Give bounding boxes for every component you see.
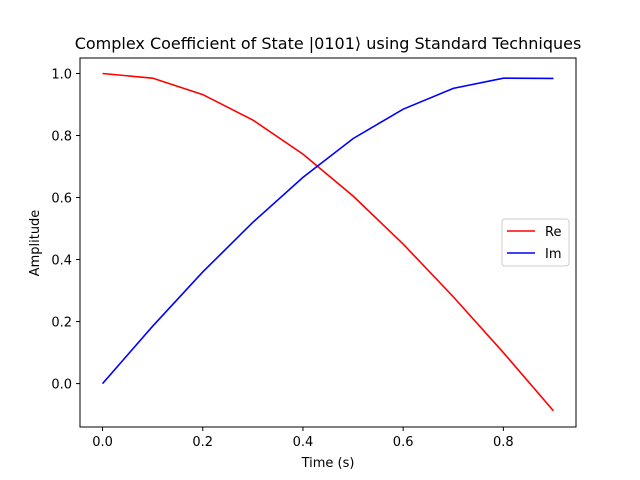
x-tick-label: 0.0 (92, 435, 113, 450)
y-tick-label: 1.0 (51, 68, 72, 83)
x-tick-label: 0.8 (493, 435, 514, 450)
y-tick-label: 0.8 (51, 130, 72, 145)
series-line-re (102, 72, 555, 412)
y-axis-label: Amplitude (28, 210, 43, 277)
y-axis-ticks: 0.0 0.2 0.4 0.6 0.8 1.0 (51, 68, 80, 393)
x-axis-label: Time (s) (301, 456, 355, 471)
legend: Re Im (501, 218, 570, 267)
x-tick-label: 0.6 (393, 435, 414, 450)
x-axis-ticks: 0.0 0.2 0.4 0.6 0.8 (92, 427, 514, 450)
x-tick-label: 0.4 (293, 435, 314, 450)
legend-label-im: Im (545, 247, 562, 262)
y-tick-label: 0.4 (51, 254, 72, 269)
x-tick-label: 0.2 (192, 435, 213, 450)
plot-frame (79, 57, 577, 428)
plot-lines (101, 72, 555, 412)
legend-label-re: Re (545, 225, 561, 240)
y-tick-label: 0.0 (51, 378, 72, 393)
y-tick-label: 0.2 (51, 316, 72, 331)
series-line-im (101, 77, 554, 385)
chart-title: Complex Coefficient of State |0101⟩ usin… (75, 34, 582, 53)
y-tick-label: 0.6 (51, 192, 72, 207)
